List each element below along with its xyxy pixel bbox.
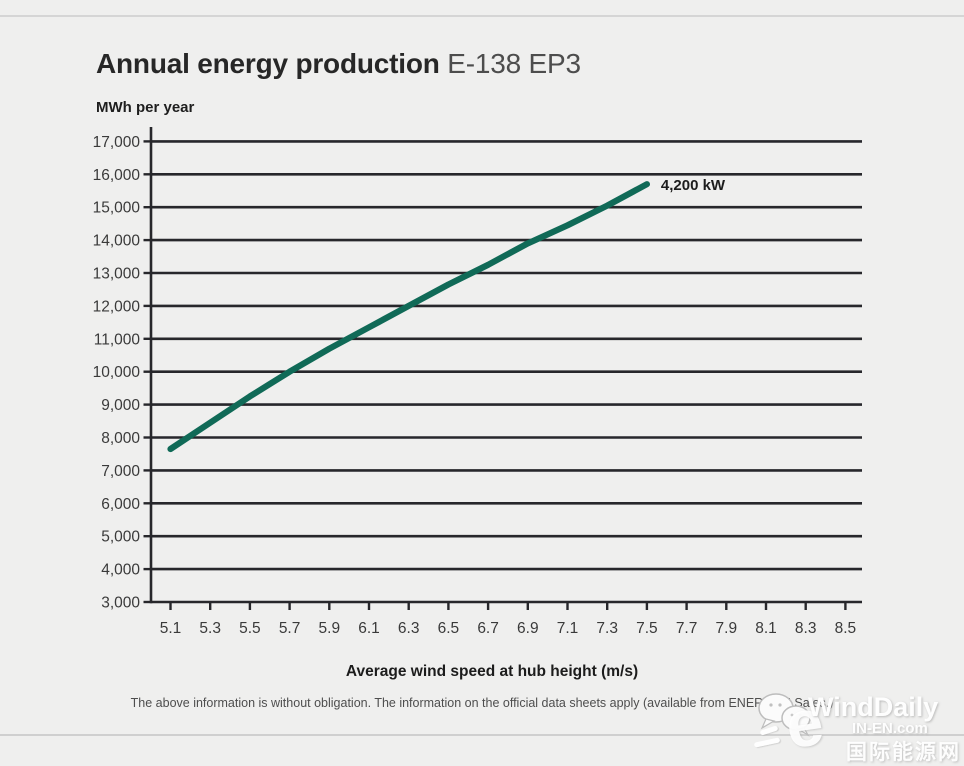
x-tick-label: 6.1: [358, 620, 380, 637]
x-tick-label: 6.5: [438, 620, 460, 637]
y-tick-label: 7,000: [101, 463, 140, 480]
y-tick-label: 17,000: [93, 134, 141, 151]
y-tick-label: 6,000: [101, 496, 140, 513]
y-tick-label: 9,000: [101, 397, 140, 414]
x-tick-label: 6.7: [477, 620, 499, 637]
x-tick-label: 8.3: [795, 620, 817, 637]
x-tick-label: 6.9: [517, 620, 539, 637]
y-tick-label: 8,000: [101, 430, 140, 447]
top-divider: [0, 15, 964, 17]
x-axis-title: Average wind speed at hub height (m/s): [346, 663, 638, 680]
x-tick-label: 7.5: [636, 620, 658, 637]
y-tick-label: 15,000: [93, 200, 141, 217]
page-title-model: E-138 EP3: [447, 48, 581, 79]
power-curve-line: [167, 181, 650, 453]
x-tick-label: 8.5: [835, 620, 857, 637]
chat-bubbles-icon: [758, 693, 811, 737]
y-tick-label: 3,000: [101, 595, 140, 612]
y-tick-label: 5,000: [101, 529, 140, 546]
y-axis-unit-label: MWh per year: [96, 99, 195, 116]
y-tick-label: 11,000: [94, 331, 141, 348]
page-title: Annual energy production E-138 EP3: [96, 48, 581, 80]
x-tick-label: 5.9: [319, 620, 341, 637]
x-tick-label: 7.9: [716, 620, 738, 637]
watermark-site: IN-EN.com: [852, 720, 928, 737]
bottom-divider: [0, 734, 964, 736]
watermark-brand: WindDaily: [808, 692, 939, 722]
x-tick-label: 7.7: [676, 620, 698, 637]
x-tick-label: 5.3: [199, 620, 221, 637]
x-tick-label: 5.1: [160, 620, 182, 637]
x-tick-label: 5.7: [279, 620, 301, 637]
watermark: e WindDaily IN-EN.com 国际能源网: [748, 684, 964, 764]
y-tick-label: 4,000: [101, 562, 140, 579]
disclaimer-text: The above information is without obligat…: [130, 696, 834, 710]
x-tick-label: 5.5: [239, 620, 261, 637]
watermark-site-chinese: 国际能源网: [846, 741, 961, 764]
wind-swirl-icon: [753, 737, 781, 748]
x-tick-label: 8.1: [755, 620, 777, 637]
y-tick-label: 12,000: [93, 298, 141, 315]
series-annotation-label: 4,200 kW: [661, 177, 726, 194]
x-tick-label: 7.1: [557, 620, 579, 637]
x-tick-label: 6.3: [398, 620, 420, 637]
y-tick-label: 13,000: [93, 266, 141, 283]
page-title-main: Annual energy production: [96, 48, 440, 79]
y-tick-label: 16,000: [93, 167, 141, 184]
y-tick-label: 10,000: [93, 364, 141, 381]
y-tick-label: 14,000: [93, 233, 141, 250]
x-tick-label: 7.3: [596, 620, 618, 637]
